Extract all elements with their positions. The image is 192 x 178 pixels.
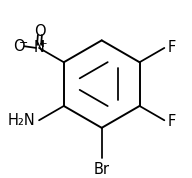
Text: +: + bbox=[39, 39, 48, 49]
Text: O: O bbox=[34, 24, 46, 40]
Text: −: − bbox=[19, 38, 28, 48]
Text: F: F bbox=[168, 114, 176, 129]
Text: Br: Br bbox=[94, 162, 110, 177]
Text: F: F bbox=[168, 40, 176, 55]
Text: N: N bbox=[34, 40, 45, 55]
Text: O: O bbox=[13, 39, 25, 54]
Text: H₂N: H₂N bbox=[8, 113, 35, 128]
